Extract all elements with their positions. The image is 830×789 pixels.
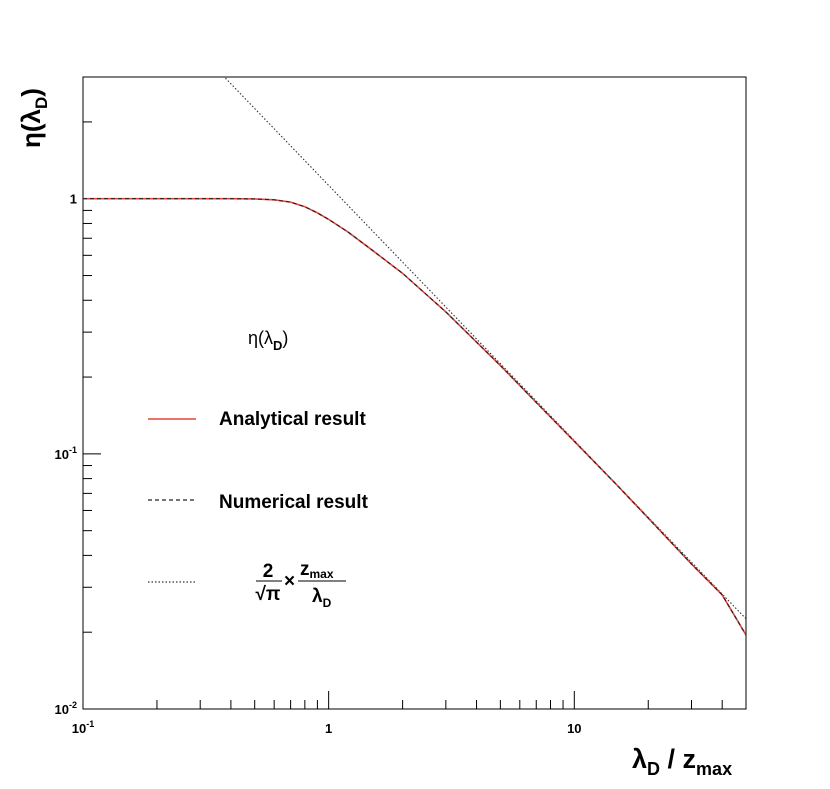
svg-text:2: 2 [263,561,274,582]
x-axis-title: λD / zmax [632,744,732,779]
y-tick-label-2: 1 [70,192,77,207]
svg-text:√π: √π [256,584,281,605]
legend: η(λD) Analytical result Numerical result… [148,328,369,610]
y-axis-title: η(λD) [16,88,51,148]
series-analytical-line [83,197,746,636]
series-numerical-line [83,198,746,636]
x-tick-label-1: 1 [325,721,332,736]
axis-ticks [82,76,747,710]
tick-labels: 10-1 1 10 10-2 10-1 1 [55,192,582,736]
legend-label-asymptote-formula: 2 √π × zmax λD [256,559,346,610]
series-layer [83,77,746,636]
legend-label-analytical: Analytical result [219,409,366,430]
x-tick-label-2: 10 [567,721,581,736]
legend-label-numerical: Numerical result [219,492,369,513]
svg-text:×: × [284,571,295,592]
y-tick-label-0: 10-2 [55,700,77,717]
legend-header: η(λD) [248,328,288,353]
svg-text:λD: λD [312,586,332,610]
x-tick-label-0: 10-1 [72,719,94,736]
svg-text:zmax: zmax [300,559,334,581]
plot-frame [82,76,747,710]
y-tick-label-1: 10-1 [55,445,77,462]
series-asymptote-line [225,77,746,620]
